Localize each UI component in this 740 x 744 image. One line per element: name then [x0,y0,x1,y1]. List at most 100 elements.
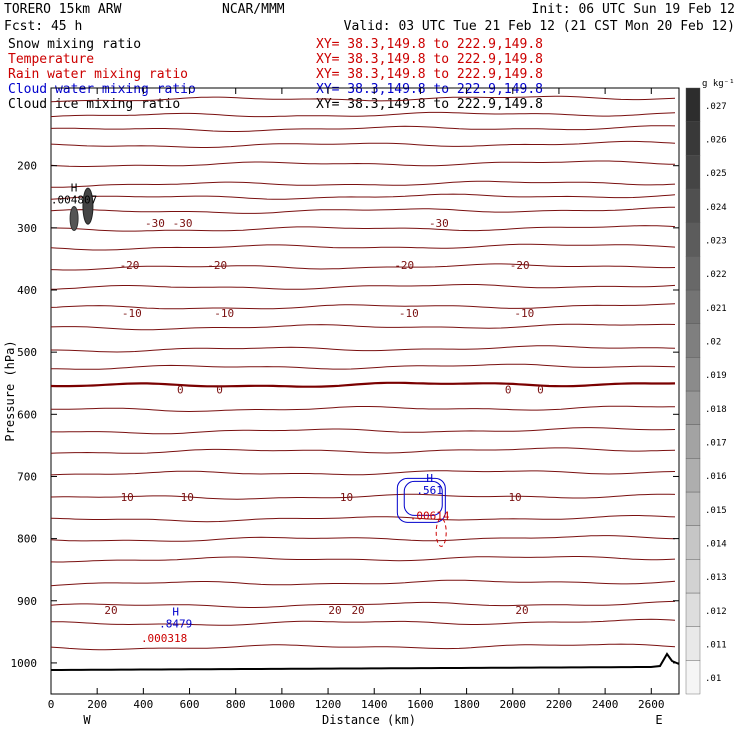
colorbar-swatch [685,660,701,695]
colorbar-tick-label: .025 [705,169,727,179]
colorbar-tick-label: .02 [705,338,721,348]
colorbar-swatch [685,121,701,156]
maximum-value-label: .561 [416,484,443,497]
colorbar-tick-label: .022 [705,270,727,280]
x-tick-label: 2200 [546,698,573,711]
colorbar-tick-label: .026 [705,136,727,146]
isotherm-label: 20 [104,604,117,617]
isotherm-line [50,405,676,413]
isotherm-label: 20 [515,604,528,617]
cloud-water-contour [403,480,443,516]
isotherm-label: -20 [510,259,530,272]
x-tick-label: 2000 [500,698,527,711]
y-tick-label: 300 [17,222,37,235]
isotherm-label: 10 [340,491,353,504]
isotherm-line [50,643,676,651]
isotherm-label: -30 [173,217,193,230]
y-tick-label: 900 [17,595,37,608]
isotherm-label: -10 [399,307,419,320]
isotherm-line [50,323,676,331]
isotherm-line [50,263,676,271]
maximum-marker-label: H [426,472,433,485]
isotherm-label: 10 [121,491,134,504]
isotherm-line [50,206,676,214]
maximum-marker-label: H [71,182,78,195]
isotherm-label: -20 [207,259,227,272]
isotherm-line [50,111,676,118]
isotherm-line [50,125,676,132]
x-tick-label: 2400 [592,698,619,711]
colorbar-tick-label: .021 [705,304,727,314]
colorbar-swatch [685,390,701,425]
isotherm-label: 20 [351,604,364,617]
maximum-marker-label: H [172,606,179,619]
isotherm-line [50,243,676,251]
colorbar-tick-label: .01 [705,674,721,684]
init-time: Init: 06 UTC Sun 19 Feb 12 [532,2,736,17]
isotherm-line [50,193,676,200]
field-xy-snow: XY= 38.3,149.8 to 222.9,149.8 [316,37,543,52]
model-title: TORERO 15km ARW [4,2,122,17]
colorbar-swatch [685,592,701,627]
colorbar-tick-label: .018 [705,405,727,415]
isotherm-line [50,140,676,148]
rain-water-contour [435,517,447,547]
colorbar-swatch [685,559,701,594]
colorbar-swatch [685,188,701,223]
isotherm-line [50,303,676,310]
plot-frame [50,87,680,695]
y-tick-label: 1000 [11,657,38,670]
field-xy-cloud-water: XY= 38.3,149.8 to 222.9,149.8 [316,82,543,97]
x-axis-title: Distance (km) [322,713,416,727]
isotherm-line [50,95,676,103]
valid-time: Valid: 03 UTC Tue 21 Feb 12 (21 CST Mon … [344,19,735,34]
isotherm-line [51,427,676,435]
colorbar-tick-label: .011 [705,641,727,651]
isotherm-line [50,515,676,523]
isotherm-label: -10 [214,307,234,320]
x-tick-label: 600 [180,698,200,711]
isotherm-line [50,535,676,542]
colorbar-tick-label: .023 [705,237,727,247]
isotherm-label: -30 [145,217,165,230]
x-tick-label: 800 [226,698,246,711]
x-tick-label: 1400 [361,698,388,711]
axes: 0 200 400 600 800 1000 1200 1400 1600 1800 2000 220… [11,88,679,711]
isotherm-line [50,556,676,563]
temperature-contours: -30 -30 -30 -20 -20 -20 -20 -10 -10 -10 -10 0 0 0 0 10 1… [50,95,676,651]
rain-value-label: .000318 [141,632,187,645]
isotherm-label: 0 [505,383,512,396]
colorbar-tick-label: .017 [705,439,727,449]
colorbar-swatch [685,458,701,493]
x-tick-label: 400 [133,698,153,711]
colorbar-swatch [685,626,701,661]
snow-maximum-blob [82,187,94,225]
colorbar-tick-label: .013 [705,573,727,583]
colorbar-swatch [685,525,701,560]
colorbar-unit: g kg⁻¹ [702,79,735,89]
field-xy-temperature: XY= 38.3,149.8 to 222.9,149.8 [316,52,543,67]
isotherm-line [50,493,676,500]
colorbar-swatch [685,323,701,358]
field-name-snow: Snow mixing ratio [8,37,141,52]
isotherm-line [50,180,676,188]
colorbar-tick-label: .024 [705,203,727,213]
forecast-hour: Fcst: 45 h [4,19,82,34]
colorbar-swatch [685,87,701,122]
isotherm-line [50,579,676,587]
y-tick-label: 700 [17,470,37,483]
isotherm-line [50,225,676,232]
maximum-value-label: .004807 [51,194,97,207]
isotherm-label: 0 [216,383,223,396]
rain-value-label: .00614 [410,510,450,523]
colorbar-swatch [685,491,701,526]
y-tick-label: 400 [17,284,37,297]
x-tick-label: 1200 [315,698,342,711]
isotherm-label: -20 [394,259,414,272]
colorbar-swatch [685,424,701,459]
maximum-value-label: .8479 [159,618,192,631]
colorbar-swatch [685,256,701,291]
